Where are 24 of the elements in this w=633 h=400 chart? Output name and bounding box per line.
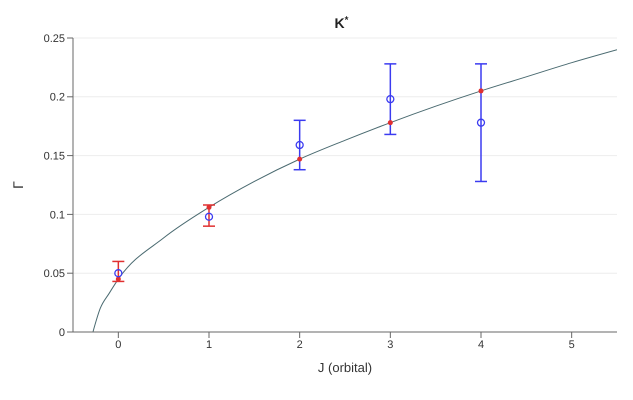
x-tick-label: 5 [568,338,575,351]
x-tick-label: 0 [115,338,122,351]
y-tick-label: 0 [58,326,65,339]
y-tick-label: 0.1 [50,209,65,222]
x-tick-label: 2 [296,338,303,351]
point [296,140,304,150]
point [114,269,122,278]
y-tick-label: 0.05 [44,268,65,280]
y-tick-label: 0.25 [44,32,65,45]
point [388,120,393,126]
point [476,118,486,127]
y-axis-title: Γ [10,180,26,189]
point [478,88,484,94]
y-tick-label: 0.15 [44,150,65,163]
line-series [92,49,617,332]
x-axis-title: J (orbital) [318,360,372,375]
y-tick-label: 0.2 [50,92,65,104]
point [386,95,394,104]
x-tick-label: 3 [387,338,394,351]
point [297,156,302,162]
x-tick-label: 4 [478,338,484,351]
chart-title: K$^{*}$ [334,14,349,31]
point [204,212,214,221]
x-tick-label: 1 [206,338,212,351]
